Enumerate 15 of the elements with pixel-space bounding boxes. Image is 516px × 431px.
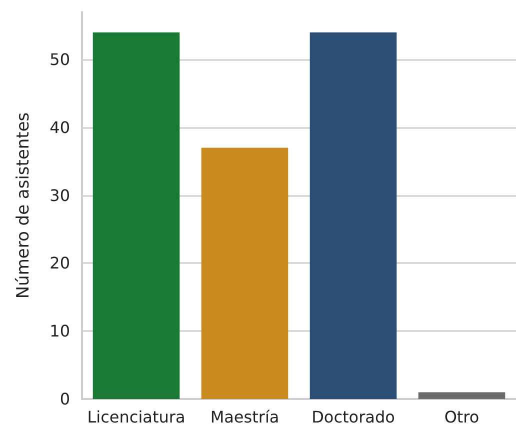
bar <box>201 148 288 399</box>
bar <box>92 32 180 399</box>
x-tick-label: Licenciatura <box>87 408 186 426</box>
y-axis-title: Número de asistentes <box>14 112 34 299</box>
y-tick-label: 20 <box>50 254 70 273</box>
y-tick-label: 0 <box>60 390 70 408</box>
x-tick-label: Doctorado <box>312 408 395 426</box>
y-tick-label: 50 <box>50 50 70 70</box>
y-tick-label: 40 <box>50 118 70 137</box>
x-tick-label: Otro <box>444 408 480 426</box>
bar <box>310 32 397 399</box>
y-tick-label: 10 <box>50 322 70 341</box>
bar <box>418 392 506 399</box>
y-tick-label: 30 <box>50 186 70 205</box>
x-tick-label: Maestría <box>210 408 280 426</box>
